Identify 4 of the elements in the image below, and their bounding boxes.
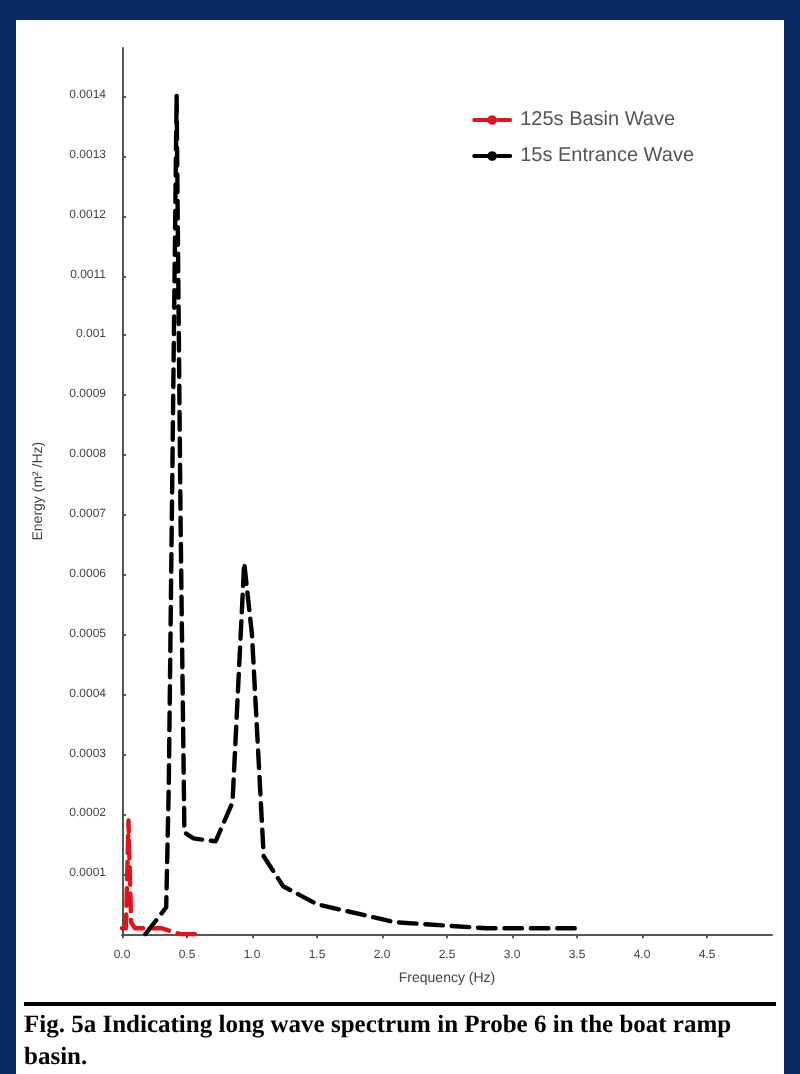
line-series bbox=[119, 818, 203, 937]
legend-label: 15s Entrance Wave bbox=[520, 145, 695, 167]
legend-label: 125s Basin Wave bbox=[520, 109, 676, 131]
caption: Fig. 5a Indicating long wave spectrum in Probe 6 in the boat ramp basin. bbox=[24, 1002, 776, 1072]
